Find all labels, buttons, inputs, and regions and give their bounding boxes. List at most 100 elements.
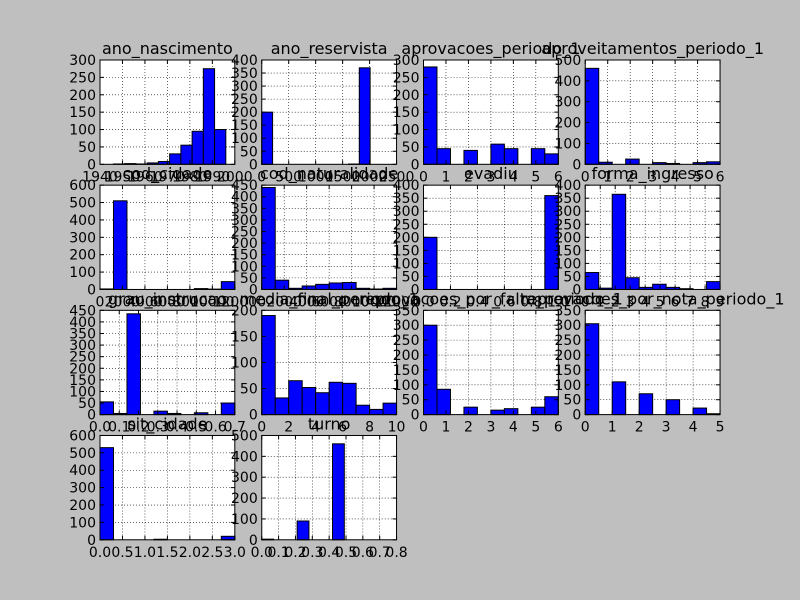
x-tick-label: 0.5 (335, 545, 357, 561)
bar (611, 381, 627, 416)
y-tick-label: 300 (393, 318, 420, 334)
bar (706, 281, 721, 290)
bar (463, 406, 478, 416)
x-tick-label: 4000 (127, 294, 163, 310)
x-tick-label: 0.6 (493, 294, 515, 310)
subplot-title: reprovacoes_por_nota_periodo_1 (521, 289, 785, 309)
bar (436, 148, 451, 165)
y-tick-label: 100 (69, 123, 96, 139)
x-tick-label: 0.6 (352, 545, 374, 561)
y-tick-label: 500 (69, 196, 96, 212)
y-tick-label: 100 (231, 259, 258, 275)
y-tick-label: 50 (402, 393, 420, 409)
y-tick-label: 300 (231, 470, 258, 486)
y-tick-label: 200 (555, 116, 582, 132)
y-tick-label: 450 (69, 303, 96, 319)
axes-frame (99, 434, 236, 541)
bar (382, 402, 398, 416)
bar (191, 130, 204, 165)
x-tick-label: 1970 (150, 169, 186, 185)
bar (423, 66, 438, 165)
y-tick-label: 100 (393, 256, 420, 272)
y-tick-label: 350 (69, 326, 96, 342)
bar (180, 144, 193, 165)
bar (274, 397, 290, 416)
x-tick-label: 5 (531, 420, 540, 436)
y-tick-label: 400 (231, 449, 258, 465)
x-tick-label: 0.3 (301, 545, 323, 561)
bar (544, 153, 559, 165)
subplot-title: reprovacoes_por_falta_periodo_1 (359, 289, 623, 309)
plot-area (585, 60, 721, 165)
subplot-title: aproveitamentos_periodo_1 (541, 39, 764, 59)
bar (214, 129, 227, 165)
x-tick-label: 1.0 (134, 545, 156, 561)
x-tick-label: 0 (96, 294, 105, 310)
y-tick-label: 400 (231, 53, 258, 69)
x-tick-label: 8 (701, 294, 710, 310)
x-tick-label: 2 (626, 169, 635, 185)
bar (584, 272, 600, 290)
axes-frame (261, 309, 398, 416)
x-tick-label: 6 (716, 169, 725, 185)
y-tick-label: 250 (555, 217, 582, 233)
subplot-title: evadiu (464, 164, 518, 183)
axes-frame (99, 59, 236, 165)
y-tick-label: 0 (411, 408, 420, 424)
y-tick-label: 0 (249, 282, 258, 298)
x-tick-label: 0 (419, 169, 428, 185)
bar (332, 443, 345, 541)
bar (274, 279, 290, 290)
y-tick-label: 0 (87, 157, 96, 173)
subplot-title: cod_naturalidade (260, 164, 398, 184)
plot-area (100, 435, 235, 540)
x-tick-label: 3.0 (224, 545, 246, 561)
y-tick-label: 350 (393, 303, 420, 319)
bar (99, 447, 114, 541)
x-tick-label: 1500 (325, 169, 361, 185)
x-tick-label: 1000 (298, 169, 334, 185)
subplot-title: aprovacoes_periodo_1 (401, 39, 580, 59)
y-tick-label: 250 (555, 333, 582, 349)
y-tick-label: 0 (249, 157, 258, 173)
subplot-title: media_final_periodo_1 (240, 289, 419, 309)
subplot-title: sit_cidade (127, 414, 207, 434)
x-tick-label: 4 (689, 420, 698, 436)
bar (355, 404, 371, 416)
x-tick-label: 1 (603, 169, 612, 185)
bar (611, 193, 627, 290)
bar (358, 67, 371, 165)
y-tick-label: 50 (78, 140, 96, 156)
plot-area (100, 310, 235, 415)
y-tick-label: 200 (69, 248, 96, 264)
y-tick-label: 350 (231, 201, 258, 217)
y-tick-label: 400 (69, 213, 96, 229)
bar (301, 387, 317, 416)
x-tick-label: 1940 (82, 169, 118, 185)
y-tick-label: 0 (87, 282, 96, 298)
x-tick-label: 1950 (105, 169, 141, 185)
x-tick-label: 1990 (195, 169, 231, 185)
y-tick-label: 600 (69, 428, 96, 444)
y-tick-label: 350 (393, 191, 420, 207)
x-tick-label: 1 (442, 420, 451, 436)
axes-frame (261, 434, 398, 541)
axes-frame (584, 309, 721, 416)
axes-frame (423, 309, 559, 416)
x-tick-label: 2 (284, 420, 293, 436)
x-tick-label: 0.7 (369, 545, 391, 561)
y-tick-label: 400 (555, 178, 582, 194)
y-tick-label: 200 (555, 230, 582, 246)
axes-frame (99, 309, 236, 416)
x-tick-label: 0 (581, 169, 590, 185)
y-tick-label: 200 (393, 348, 420, 364)
x-tick-label: 0.2 (284, 545, 306, 561)
x-tick-label: 0 (581, 420, 590, 436)
y-tick-label: 200 (393, 230, 420, 246)
x-tick-label: 5 (693, 169, 702, 185)
y-tick-label: 200 (555, 348, 582, 364)
y-tick-label: 0 (249, 408, 258, 424)
bar (584, 323, 600, 416)
y-tick-label: 100 (231, 512, 258, 528)
